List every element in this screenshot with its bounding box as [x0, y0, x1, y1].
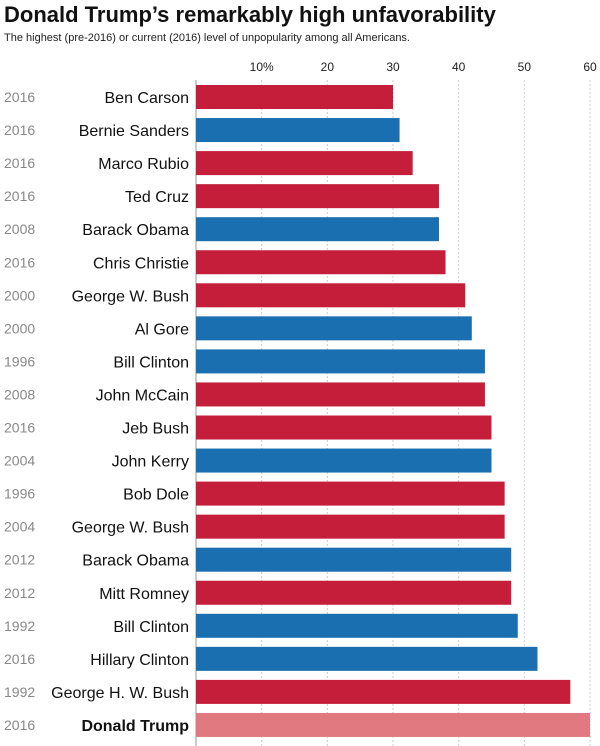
row-candidate-label: Chris Christie [93, 255, 189, 272]
row-candidate-label: John McCain [96, 387, 189, 404]
bar [196, 85, 393, 109]
row-year-label: 1992 [4, 618, 35, 634]
row-year-label: 2004 [4, 519, 35, 535]
row-year-label: 2000 [4, 287, 35, 303]
row-year-label: 2016 [4, 122, 35, 138]
row-candidate-label: Jeb Bush [122, 421, 189, 438]
x-tick-label: 20 [321, 60, 335, 74]
x-axis-ticks: 10% 20 30 40 50 60 [250, 60, 597, 74]
bar [196, 514, 505, 539]
row-candidate-label: Marco Rubio [98, 156, 189, 173]
row-year-label: 2016 [4, 717, 35, 733]
row-candidate-label: Donald Trump [81, 718, 189, 735]
bar [196, 217, 439, 242]
row-year-label: 2016 [4, 155, 35, 171]
row-candidate-label: Barack Obama [82, 222, 189, 239]
row-candidate-label: Bill Clinton [113, 354, 189, 371]
bar [196, 184, 439, 209]
x-tick-label: 40 [452, 60, 466, 74]
bar [196, 646, 538, 671]
row-candidate-label: Bernie Sanders [79, 123, 189, 140]
chart-title: Donald Trump’s remarkably high unfavorab… [4, 2, 496, 27]
bar [196, 283, 466, 308]
row-candidate-label: George W. Bush [72, 288, 189, 305]
row-candidate-label: Mitt Romney [99, 586, 189, 603]
row-year-label: 2016 [4, 254, 35, 270]
row-year-label: 2008 [4, 221, 35, 237]
row-candidate-label: George W. Bush [72, 520, 189, 537]
row-candidate-label: Bill Clinton [113, 619, 189, 636]
gridlines [195, 80, 591, 746]
bar [196, 481, 505, 506]
bar [196, 712, 590, 737]
x-tick-label: 10% [250, 60, 274, 74]
row-year-label: 2012 [4, 552, 35, 568]
row-year-label: 2012 [4, 585, 35, 601]
x-tick-label: 30 [386, 60, 400, 74]
bar [196, 316, 472, 341]
bar [196, 382, 485, 407]
bar [196, 679, 571, 704]
row-candidate-label: Al Gore [135, 321, 189, 338]
row-candidate-label: John Kerry [112, 454, 189, 471]
row-year-label: 2016 [4, 420, 35, 436]
chart-subtitle: The highest (pre-2016) or current (2016)… [4, 32, 410, 44]
row-candidate-label: Hillary Clinton [90, 652, 189, 669]
row-candidate-label: Ben Carson [105, 90, 190, 107]
row-candidate-label: George H. W. Bush [51, 685, 189, 702]
bar [196, 580, 512, 605]
row-year-label: 2000 [4, 320, 35, 336]
row-year-label: 1996 [4, 353, 35, 369]
bar [196, 613, 518, 638]
row-candidate-label: Bob Dole [123, 487, 189, 504]
bars [196, 85, 590, 737]
row-labels: 2016 Ben Carson 2016 Bernie Sanders 2016 Marc… [4, 89, 189, 735]
row-year-label: 1996 [4, 486, 35, 502]
row-candidate-label: Ted Cruz [125, 189, 189, 206]
row-year-label: 2008 [4, 386, 35, 402]
bar [196, 349, 485, 374]
row-year-label: 2016 [4, 188, 35, 204]
row-year-label: 2016 [4, 89, 35, 105]
bar [196, 118, 400, 143]
bar [196, 151, 413, 176]
x-tick-label: 50 [518, 60, 532, 74]
row-year-label: 1992 [4, 684, 35, 700]
bar [196, 448, 492, 473]
bar [196, 415, 492, 440]
row-year-label: 2004 [4, 453, 35, 469]
row-candidate-label: Barack Obama [82, 553, 189, 570]
x-tick-label: 60 [583, 60, 597, 74]
bar [196, 250, 446, 275]
row-year-label: 2016 [4, 651, 35, 667]
bar [196, 547, 512, 572]
